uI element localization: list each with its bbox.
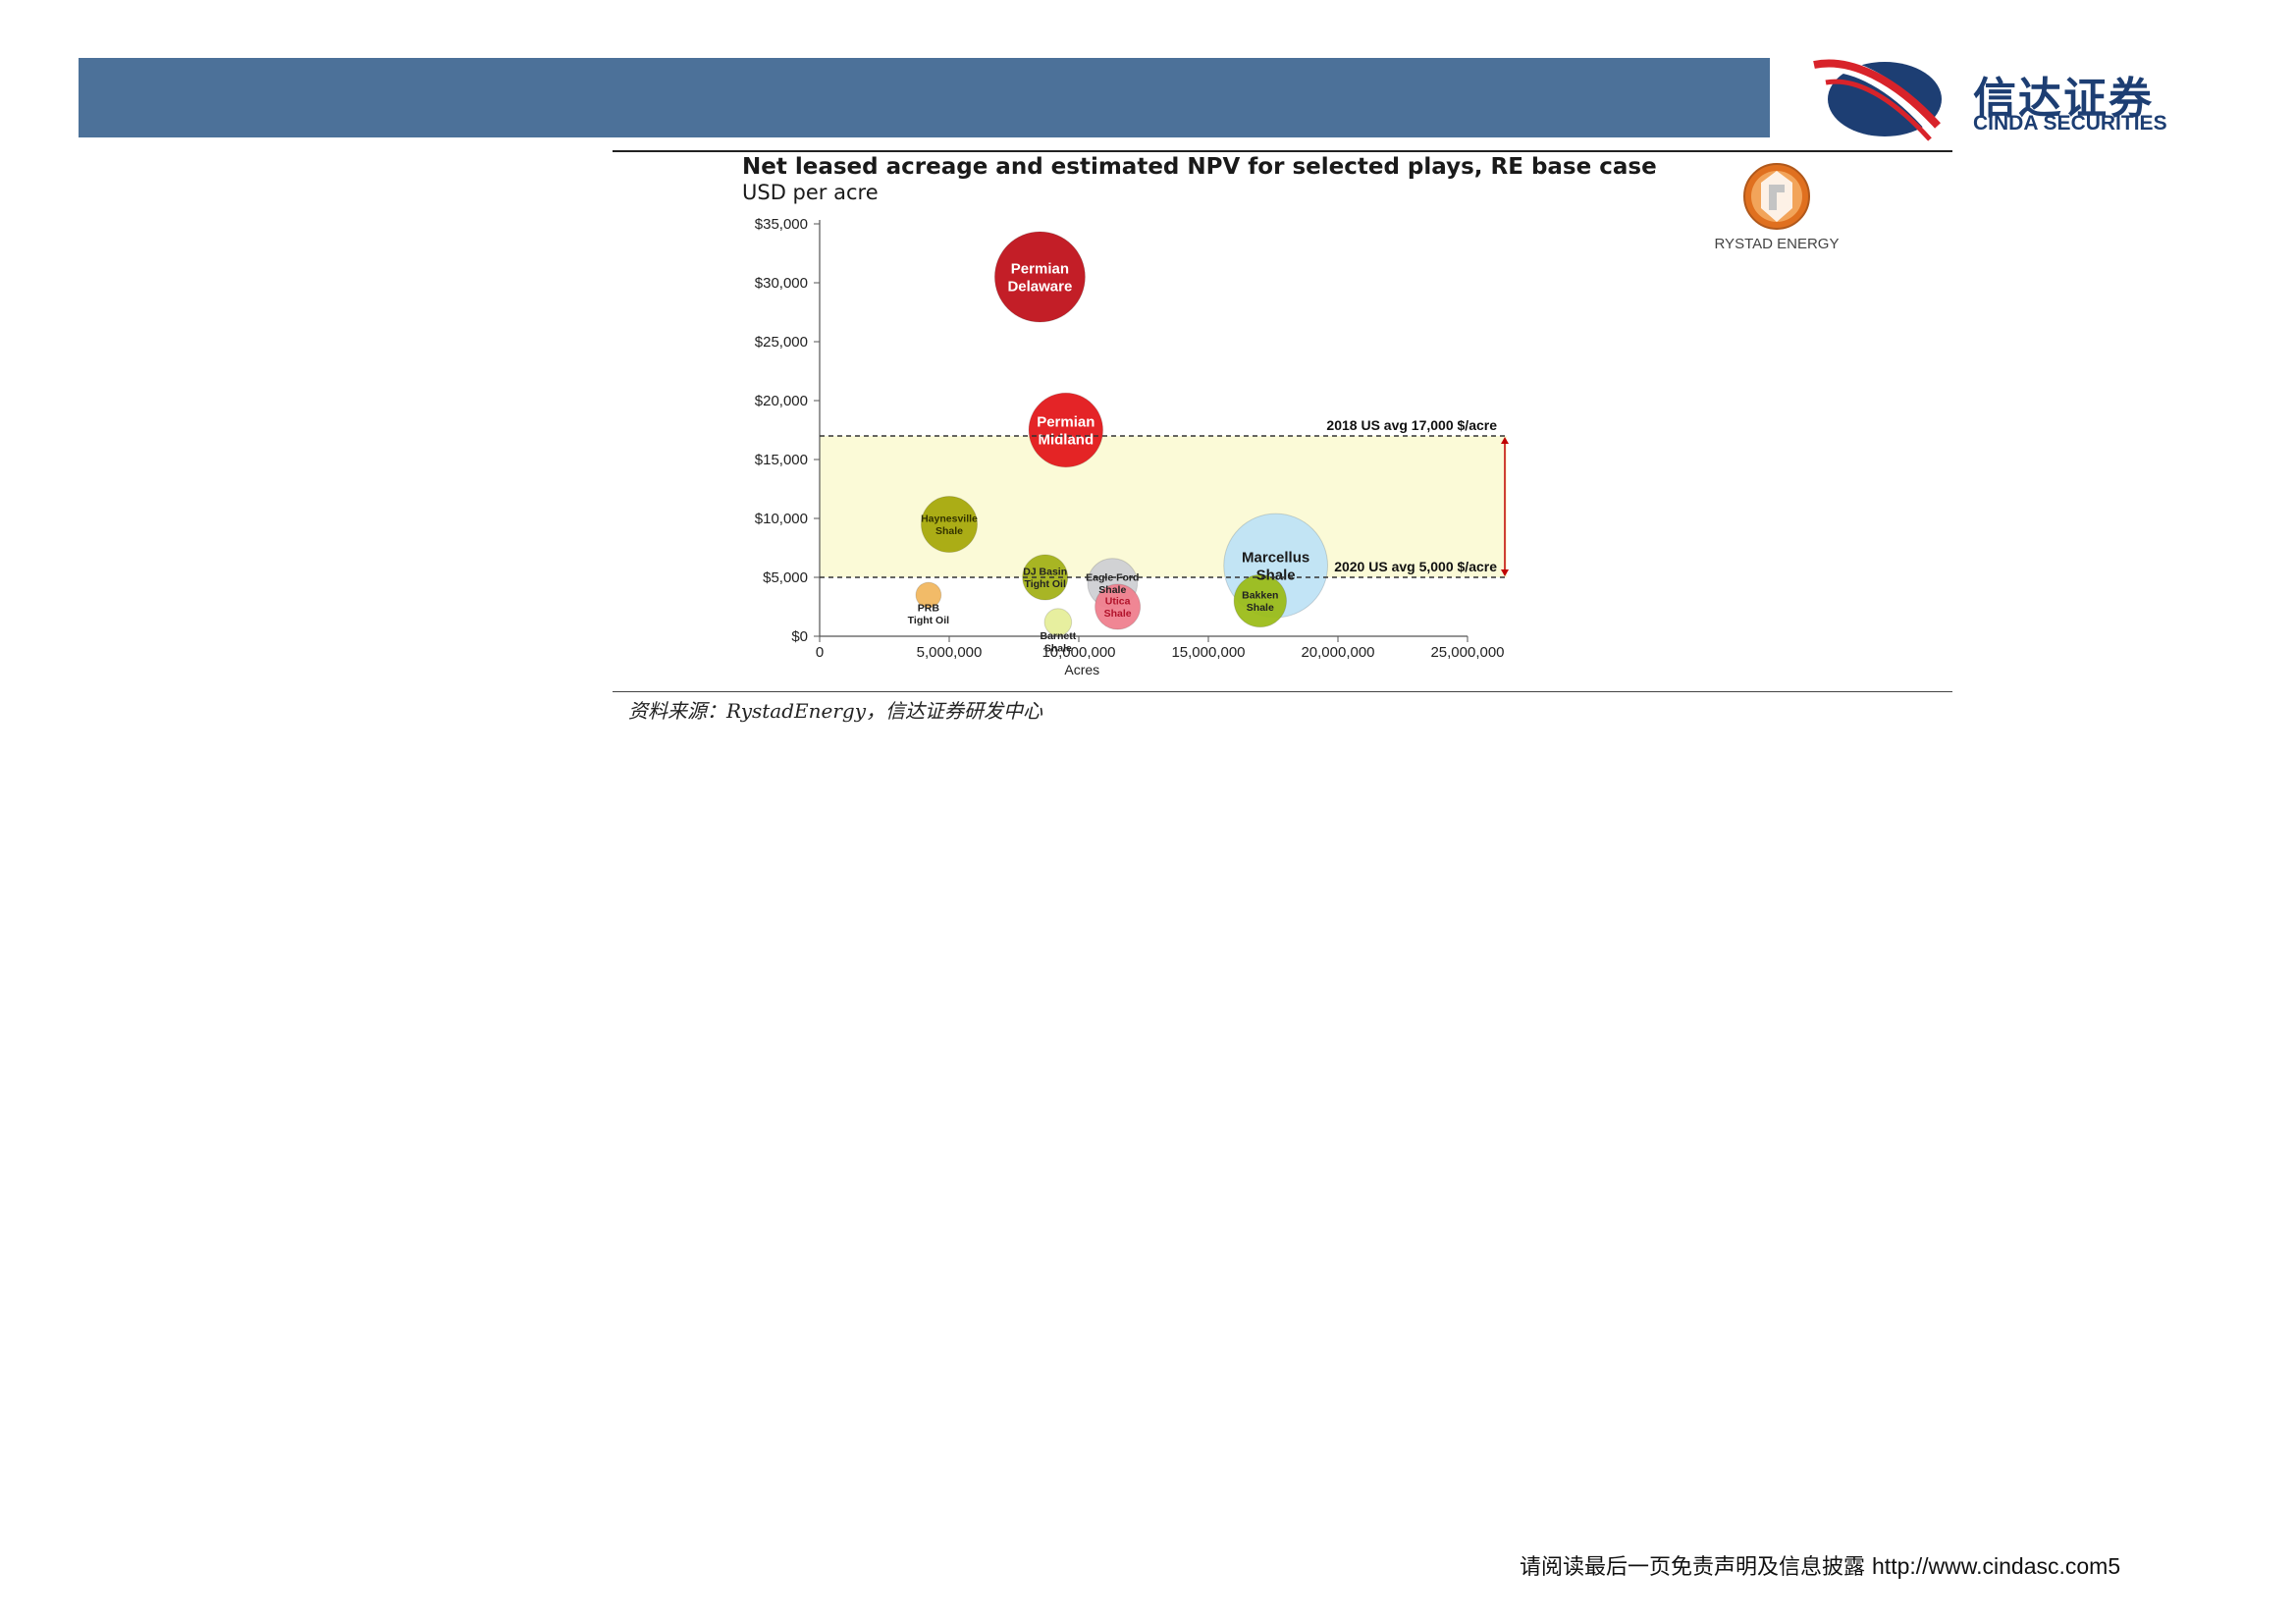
bubble bbox=[1028, 392, 1104, 468]
figure-top-rule bbox=[613, 150, 1952, 152]
y-tick-label: $5,000 bbox=[763, 569, 808, 586]
rystad-globe-icon bbox=[1743, 163, 1810, 230]
logo-chinese-text: 信达证券 bbox=[1973, 74, 2154, 124]
footer-disclaimer: 请阅读最后一页免责声明及信息披露 bbox=[1520, 1555, 1866, 1580]
bubble-label: Shale bbox=[935, 525, 963, 537]
x-tick-label: 25,000,000 bbox=[1430, 644, 1504, 661]
bubble-label: Shale bbox=[1044, 642, 1072, 654]
bubble-label: DJ Basin bbox=[1023, 566, 1067, 577]
bubble-label: Permian bbox=[1037, 413, 1095, 430]
rystad-energy-logo: RYSTAD ENERGY bbox=[1708, 161, 1845, 253]
x-tick-label: 20,000,000 bbox=[1301, 644, 1374, 661]
bubble bbox=[920, 495, 979, 554]
cinda-logo-mark-icon bbox=[1813, 58, 1942, 141]
x-tick-label: 10,000,000 bbox=[1041, 644, 1115, 661]
figure-bottom-rule bbox=[613, 691, 1952, 692]
chart-subtitle: USD per acre bbox=[742, 181, 879, 204]
bubble-label: Permian bbox=[1011, 260, 1069, 277]
bubble bbox=[1233, 573, 1287, 628]
bubble-chart: $0 $5,000 $10,000 $15,000 $20,000 $25,000 $30,… bbox=[755, 216, 1509, 677]
chart-title: Net leased acreage and estimated NPV for… bbox=[742, 154, 1657, 180]
bubble-label: Haynesville bbox=[921, 513, 978, 524]
bubble-label: Tight Oil bbox=[1024, 578, 1065, 590]
bubble-label: Shale bbox=[1247, 602, 1274, 614]
x-tick-label: 5,000,000 bbox=[917, 644, 983, 661]
reference-line-label: 2020 US avg 5,000 $/acre bbox=[1334, 559, 1497, 574]
bubble-label: PRB bbox=[918, 602, 940, 614]
y-tick-label: $35,000 bbox=[755, 216, 808, 233]
x-axis-title: Acres bbox=[1064, 662, 1099, 677]
bubble bbox=[1043, 608, 1073, 636]
bubble-label: Midland bbox=[1038, 431, 1094, 448]
page-number: 5 bbox=[2108, 1553, 2121, 1579]
average-band bbox=[820, 436, 1507, 577]
bubble-label: Barnett bbox=[1040, 630, 1076, 642]
x-tick-label: 0 bbox=[816, 644, 824, 661]
bubble-label: Bakken bbox=[1242, 589, 1278, 601]
bubble-label: Shale bbox=[1256, 567, 1296, 583]
rystad-label: RYSTAD ENERGY bbox=[1714, 236, 1840, 252]
x-tick-label: 15,000,000 bbox=[1171, 644, 1245, 661]
cinda-logo: 信达证券 CINDA SECURITIES bbox=[1812, 55, 2205, 143]
y-tick-label: $30,000 bbox=[755, 275, 808, 292]
y-tick-label: $15,000 bbox=[755, 452, 808, 468]
range-arrow-head-up-icon bbox=[1501, 437, 1509, 444]
y-tick-label: $20,000 bbox=[755, 393, 808, 409]
bubble bbox=[915, 581, 942, 609]
bubble-label: Delaware bbox=[1007, 278, 1072, 295]
bubble bbox=[1095, 583, 1142, 630]
bubble-label: Utica bbox=[1105, 595, 1131, 607]
bubble-label: Marcellus bbox=[1242, 549, 1309, 566]
y-tick-label: $10,000 bbox=[755, 511, 808, 527]
footer-url[interactable]: http://www.cindasc.com bbox=[1872, 1553, 2109, 1579]
bubble-label: Tight Oil bbox=[908, 615, 949, 626]
source-note: 资料来源：RystadEnergy，信达证券研发中心 bbox=[628, 699, 1043, 723]
y-tick-label: $25,000 bbox=[755, 334, 808, 351]
logo-english-text: CINDA SECURITIES bbox=[1973, 112, 2167, 135]
bubble bbox=[993, 231, 1086, 323]
range-arrow-head-down-icon bbox=[1501, 569, 1509, 576]
y-tick-label: $0 bbox=[791, 628, 808, 645]
page-footer: 请阅读最后一页免责声明及信息披露 http://www.cindasc.com5 bbox=[1520, 1549, 2120, 1581]
bubble-label: Shale bbox=[1104, 608, 1132, 620]
reference-line-label: 2018 US avg 17,000 $/acre bbox=[1326, 417, 1497, 433]
header-banner bbox=[79, 58, 1770, 137]
bubble-label: Shale bbox=[1098, 584, 1126, 596]
